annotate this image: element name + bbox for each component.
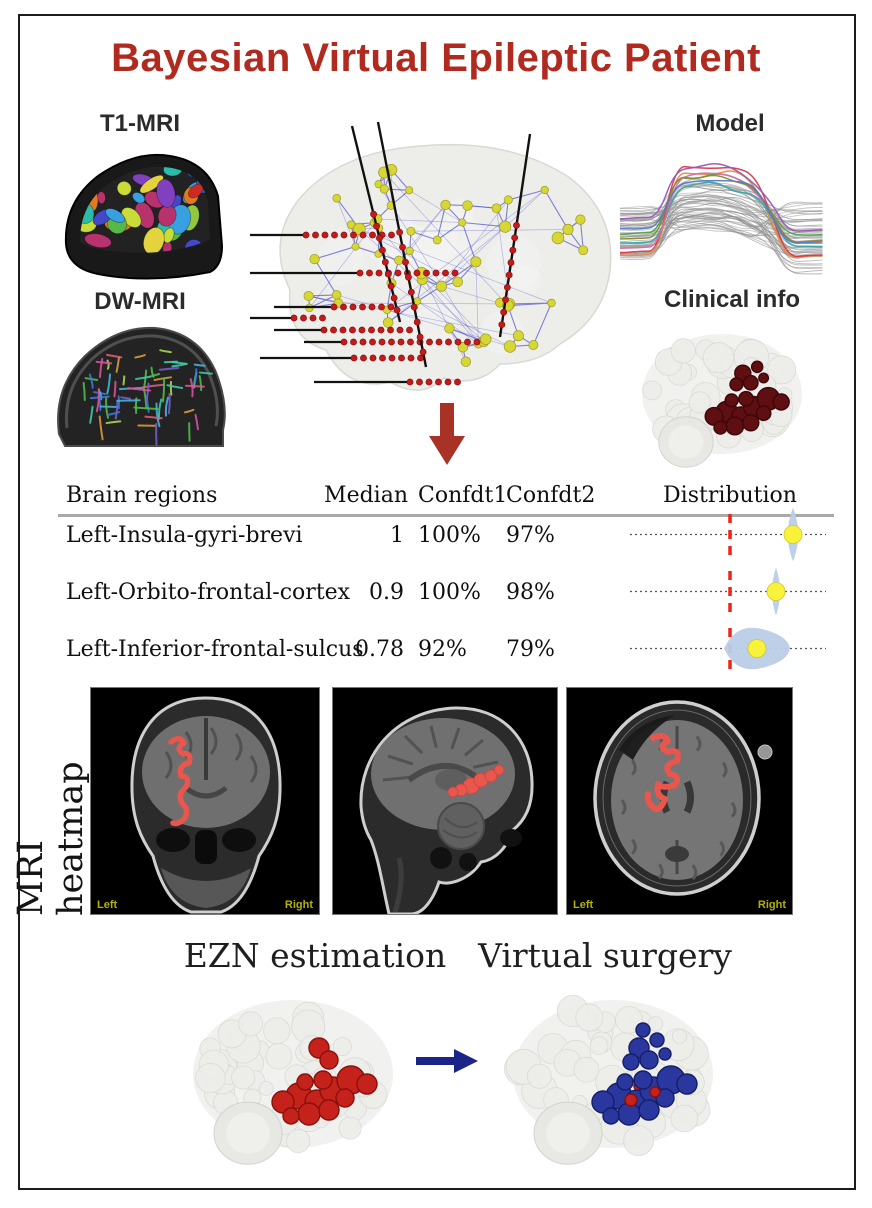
region-cell: Left-Orbito-frontal-cortex <box>66 580 351 605</box>
model-label: Model <box>695 110 765 137</box>
t1-mri-label: T1-MRI <box>100 110 180 137</box>
model-plot <box>619 163 823 275</box>
down-arrow-icon <box>429 403 465 465</box>
table-header-median: Median <box>324 483 408 508</box>
table-row: Left-Insula-gyri-brevi 1 100% 97% <box>0 507 872 578</box>
mri-axial-panel: Left Right <box>566 687 793 915</box>
distribution-plot <box>630 627 826 670</box>
median-cell: 0.78 <box>355 637 404 662</box>
mri-coronal-right-label: Right <box>284 899 313 911</box>
mri-coronal-svg <box>130 696 282 914</box>
ezn-estimation-label: EZN estimation <box>183 936 447 975</box>
table-header-confdt2: Confdt2 <box>506 483 596 508</box>
median-cell: 1 <box>390 523 404 548</box>
mri-heatmap-label: MRI heatmap <box>11 761 91 916</box>
clinical-info-label: Clinical info <box>663 286 800 313</box>
mri-axial-right-label: Right <box>757 899 786 911</box>
confdt2-cell: 97% <box>506 523 555 548</box>
clinical-brain-figure <box>642 334 802 468</box>
confdt1-cell: 92% <box>418 637 467 662</box>
ezn-brain-figure <box>193 1000 393 1165</box>
table-header-brain-regions: Brain regions <box>66 483 218 508</box>
region-cell: Left-Insula-gyri-brevi <box>66 523 303 548</box>
network-figure <box>250 121 612 391</box>
mri-axial-svg <box>593 700 773 896</box>
mri-sagittal-panel <box>332 687 558 915</box>
right-arrow-icon <box>416 1049 478 1073</box>
table-header-confdt1: Confdt1 <box>418 483 508 508</box>
table-header-distribution: Distribution <box>663 483 797 508</box>
mri-axial-left-label: Left <box>573 899 594 911</box>
table-row: Left-Inferior-frontal-sulcus 0.78 92% 79% <box>0 627 872 692</box>
confdt1-cell: 100% <box>418 523 481 548</box>
mri-coronal-panel: Left Right <box>90 687 320 915</box>
dw-mri-image <box>57 326 226 447</box>
median-cell: 0.9 <box>369 580 404 605</box>
table-row: Left-Orbito-frontal-cortex 0.9 100% 98% <box>0 567 872 635</box>
distribution-plot <box>630 567 826 616</box>
distribution-plot <box>630 507 826 562</box>
surgery-brain-figure <box>504 994 713 1165</box>
virtual-surgery-label: Virtual surgery <box>478 936 732 975</box>
confdt1-cell: 100% <box>418 580 481 605</box>
confdt2-cell: 79% <box>506 637 555 662</box>
confdt2-cell: 98% <box>506 580 555 605</box>
dw-mri-label: DW-MRI <box>94 288 186 315</box>
figure-title: Bayesian Virtual Epileptic Patient <box>111 36 761 80</box>
region-cell: Left-Inferior-frontal-sulcus <box>66 637 364 662</box>
mri-sagittal-svg <box>359 706 534 914</box>
mri-coronal-left-label: Left <box>97 899 118 911</box>
t1-mri-image <box>64 153 224 280</box>
table-header-rule <box>58 514 834 517</box>
